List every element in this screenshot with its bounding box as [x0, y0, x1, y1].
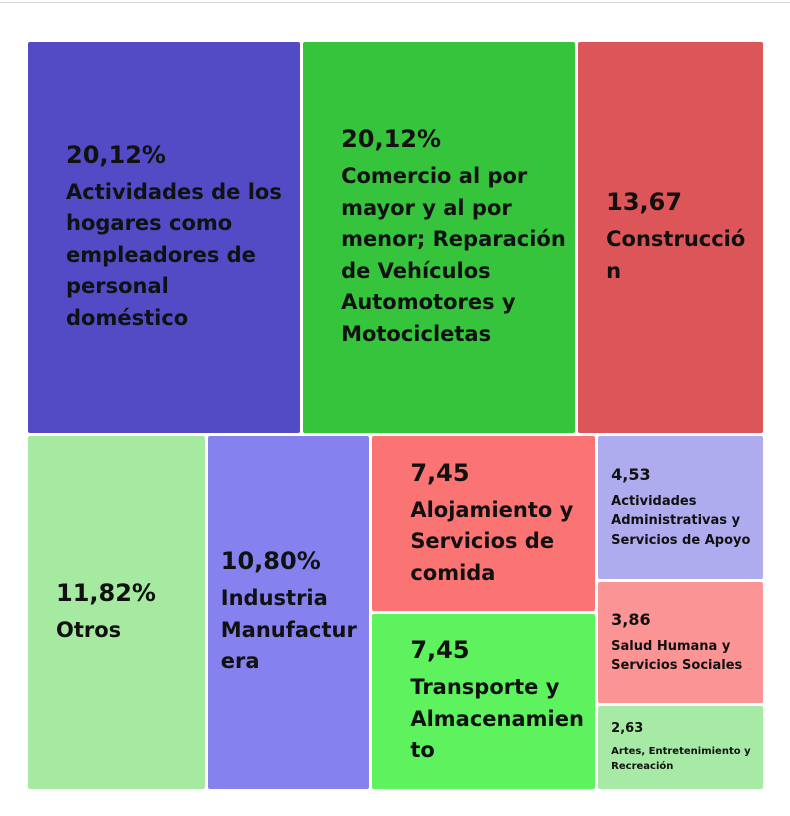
tile-label: Construcción — [606, 227, 746, 283]
tile-label: Artes, Entretenimiento y Recreación — [611, 746, 751, 773]
tile-label: Salud Humana y Servicios Sociales — [611, 638, 743, 674]
tile: 20,12% Comercio al por mayor y al por men… — [303, 42, 576, 434]
tile-value: 4,53 — [611, 464, 651, 484]
tile: 2,63 Artes, Entretenimiento y Recreación — [598, 706, 763, 789]
tile: 10,80% Industria Manufacturera — [207, 436, 370, 789]
tile-label: Industria Manufacturera — [220, 586, 357, 674]
tile-label: Actividades Administrativas y Servicios … — [611, 493, 751, 548]
tile: 4,53 Actividades Administrativas y Servic… — [598, 436, 763, 579]
tile: 20,12% Actividades de los hogares como em… — [28, 42, 301, 434]
tile-value: 20,12% — [341, 125, 442, 154]
tile-label: Alojamiento y Servicios de comida — [410, 497, 574, 585]
tile-value: 10,80% — [220, 547, 321, 576]
tile: 7,45 Alojamiento y Servicios de comida — [372, 436, 596, 612]
tile-label: Otros — [56, 617, 122, 642]
tile-value: 2,63 — [611, 721, 644, 737]
tile: 13,67 Construcción — [578, 42, 763, 434]
tile-value: 11,82% — [56, 578, 156, 607]
tile: 3,86 Salud Humana y Servicios Sociales — [598, 581, 763, 704]
tile-label: Comercio al por mayor y al por menor; Re… — [341, 164, 566, 346]
tile-value: 3,86 — [611, 609, 651, 629]
tile-value: 20,12% — [66, 140, 166, 169]
tile: 11,82% Otros — [28, 436, 205, 789]
tile: 7,45 Transporte y Almacenamiento — [372, 614, 596, 789]
top-border — [0, 2, 790, 3]
tile-value: 7,45 — [410, 636, 470, 665]
tile-value: 13,67 — [606, 188, 683, 217]
tile-label: Transporte y Almacenamiento — [410, 675, 584, 763]
treemap: 20,12% Actividades de los hogares como em… — [28, 42, 763, 789]
tile-value: 7,45 — [410, 458, 470, 487]
tile-label: Actividades de los hogares como empleado… — [66, 179, 282, 330]
